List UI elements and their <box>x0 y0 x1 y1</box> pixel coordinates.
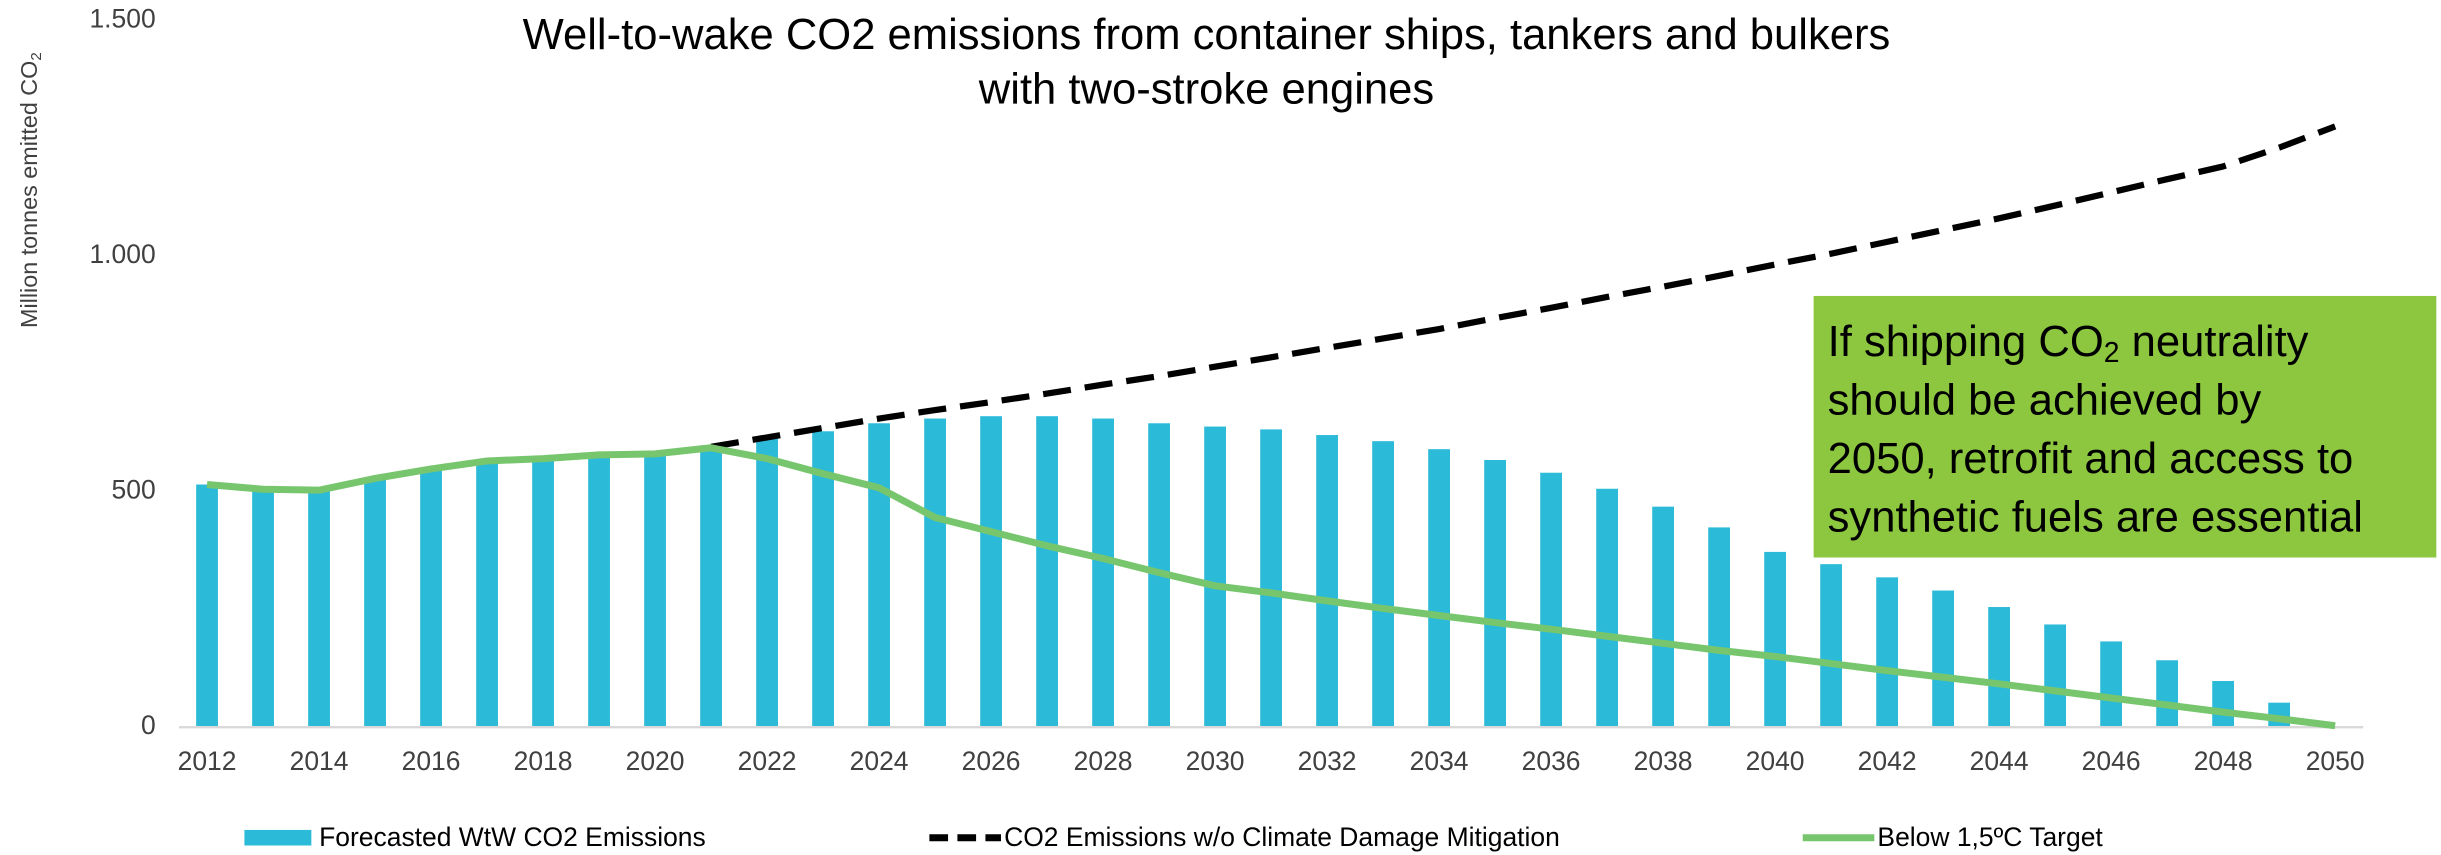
x-tick-label: 2016 <box>402 746 461 776</box>
bar <box>1708 527 1731 728</box>
legend-label: Below 1,5ºC Target <box>1877 822 2103 852</box>
x-tick-label: 2024 <box>850 746 909 776</box>
bar <box>868 423 890 728</box>
bar <box>812 431 834 728</box>
line-series <box>710 123 2337 450</box>
bar <box>1596 488 1619 728</box>
bar <box>2156 660 2179 728</box>
legend-label: Forecasted WtW CO2 Emissions <box>319 822 706 852</box>
bar <box>1988 607 2011 728</box>
bar <box>1764 551 1787 728</box>
x-tick-label: 2028 <box>1074 746 1133 776</box>
bar <box>1372 441 1394 728</box>
bar <box>2212 681 2235 728</box>
bar <box>756 438 778 728</box>
rich-text: If shipping CO2 neutrality <box>1828 318 2309 370</box>
x-tick-label: 2032 <box>1298 746 1357 776</box>
rich-text: 2050, retrofit and access to <box>1828 434 2354 482</box>
text-part: 2050, retrofit and access to <box>1828 434 2354 482</box>
bar <box>980 416 1002 728</box>
y-tick-label: 1.000 <box>89 239 155 269</box>
bar <box>420 468 442 728</box>
bar <box>588 455 610 728</box>
bar <box>1932 590 1955 728</box>
x-tick-label: 2012 <box>178 746 237 776</box>
bar <box>476 462 498 728</box>
y-tick-label: 0 <box>141 710 156 740</box>
x-tick-label: 2040 <box>1746 746 1805 776</box>
bar <box>252 489 274 728</box>
bar <box>308 489 330 728</box>
text-part: 2 <box>2104 338 2120 370</box>
bar <box>1876 577 1899 728</box>
chart-title: Well-to-wake CO2 emissions from containe… <box>523 11 1891 59</box>
legend-label: CO2 Emissions w/o Climate Damage Mitigat… <box>1004 822 1560 852</box>
x-tick-label: 2036 <box>1522 746 1581 776</box>
x-tick-label: 2046 <box>2082 746 2141 776</box>
x-tick-label: 2048 <box>2194 746 2253 776</box>
text-part: If shipping CO <box>1828 318 2104 366</box>
x-tick-label: 2020 <box>626 746 685 776</box>
bar <box>1820 564 1843 728</box>
text-part: neutrality <box>2120 318 2309 366</box>
legend-swatch <box>244 829 312 846</box>
rich-text: synthetic fuels are essential <box>1828 493 2363 541</box>
x-tick-label: 2018 <box>514 746 573 776</box>
bar <box>1540 472 1563 728</box>
x-tick-label: 2044 <box>1970 746 2029 776</box>
bar <box>1092 418 1114 728</box>
text-part: synthetic fuels are essential <box>1828 493 2363 541</box>
x-tick-label: 2042 <box>1858 746 1917 776</box>
rich-text: Million tonnes emitted CO2 <box>16 52 45 328</box>
annotation-box <box>1813 295 2437 558</box>
text-part: should be achieved by <box>1828 376 2262 424</box>
bar <box>1652 506 1675 728</box>
line-series <box>206 444 2336 730</box>
bar <box>1036 416 1058 728</box>
x-tick-label: 2026 <box>962 746 1021 776</box>
rich-text: should be achieved by <box>1828 376 2262 424</box>
x-tick-label: 2022 <box>738 746 797 776</box>
bar <box>1260 429 1282 728</box>
text-part: 2 <box>28 52 45 60</box>
bar <box>1204 426 1226 728</box>
x-tick-label: 2050 <box>2306 746 2365 776</box>
y-tick-label: 500 <box>112 475 156 505</box>
y-tick-label: 1.500 <box>89 3 155 33</box>
x-tick-label: 2034 <box>1410 746 1469 776</box>
bar <box>1316 435 1338 728</box>
bar <box>2044 624 2067 728</box>
bar <box>644 453 666 728</box>
x-tick-label: 2038 <box>1634 746 1693 776</box>
x-tick-label: 2014 <box>290 746 349 776</box>
x-tick-label: 2030 <box>1186 746 1245 776</box>
bar <box>2100 641 2123 728</box>
bar <box>532 459 554 728</box>
text-part: Million tonnes emitted CO <box>16 61 42 328</box>
bar <box>1484 460 1507 728</box>
bar <box>196 484 218 728</box>
bar <box>924 418 946 728</box>
chart-title: with two-stroke engines <box>978 66 1434 114</box>
bar <box>1428 449 1450 728</box>
bar <box>364 477 386 728</box>
bar <box>700 446 722 728</box>
